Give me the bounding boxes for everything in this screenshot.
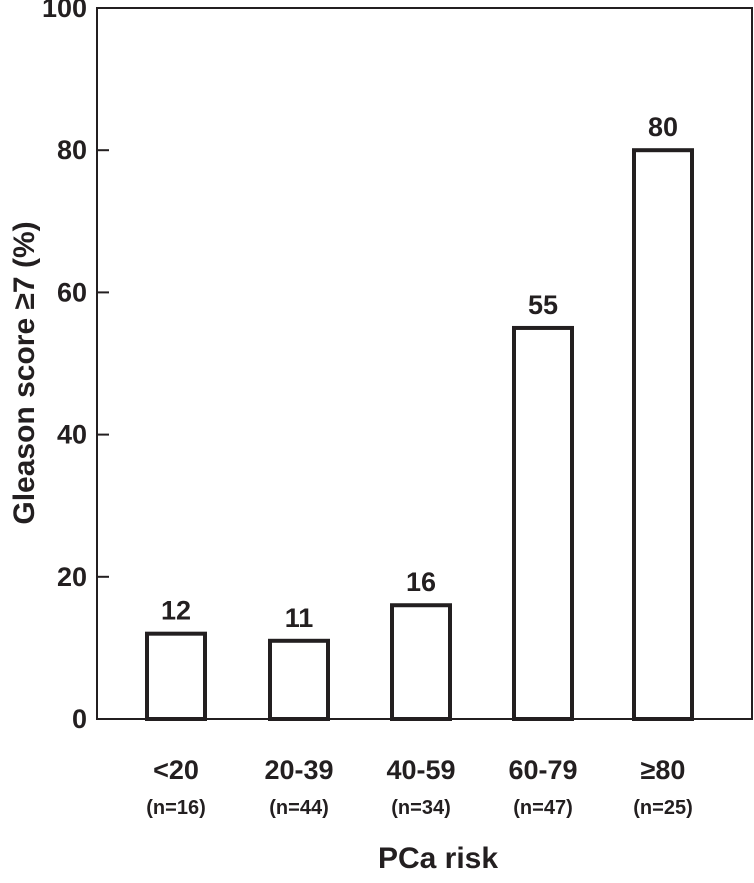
x-category-label: <20 bbox=[153, 755, 199, 785]
bar bbox=[512, 325, 574, 721]
y-axis-ticks: 0 20 40 60 80 100 bbox=[42, 0, 109, 734]
x-category-count: (n=16) bbox=[146, 797, 205, 819]
x-category-count: (n=47) bbox=[513, 797, 572, 819]
y-tick-label: 0 bbox=[72, 704, 87, 734]
bar bbox=[145, 631, 207, 721]
x-category-count: (n=25) bbox=[633, 797, 692, 819]
bar-data-label: 12 bbox=[161, 596, 191, 626]
bar bbox=[268, 638, 330, 721]
x-axis-labels: <20 (n=16) 20-39 (n=44) 40-59 (n=34) 60-79 (n=4… bbox=[146, 755, 692, 819]
x-category-count: (n=34) bbox=[391, 797, 450, 819]
bar bbox=[390, 603, 452, 721]
x-category-label: 20-39 bbox=[264, 755, 333, 785]
x-category-label: ≥80 bbox=[641, 755, 686, 785]
bar bbox=[632, 148, 694, 721]
y-axis-title: Gleason score ≥7 (%) bbox=[8, 221, 41, 524]
y-tick-label: 80 bbox=[57, 135, 87, 165]
x-category-label: 60-79 bbox=[508, 755, 577, 785]
bar-data-label: 55 bbox=[528, 290, 558, 320]
y-tick-label: 100 bbox=[42, 0, 87, 23]
x-category-label: 40-59 bbox=[386, 755, 455, 785]
y-tick-label: 40 bbox=[57, 420, 87, 450]
x-category-count: (n=44) bbox=[269, 797, 328, 819]
bar-data-label: 80 bbox=[648, 112, 678, 142]
bar-data-label: 11 bbox=[285, 603, 314, 633]
bars: 12 11 16 55 80 bbox=[145, 112, 694, 721]
bar-data-label: 16 bbox=[406, 567, 436, 597]
x-axis-title: PCa risk bbox=[378, 842, 498, 875]
y-tick-label: 60 bbox=[57, 277, 87, 307]
y-tick-label: 20 bbox=[57, 562, 87, 592]
